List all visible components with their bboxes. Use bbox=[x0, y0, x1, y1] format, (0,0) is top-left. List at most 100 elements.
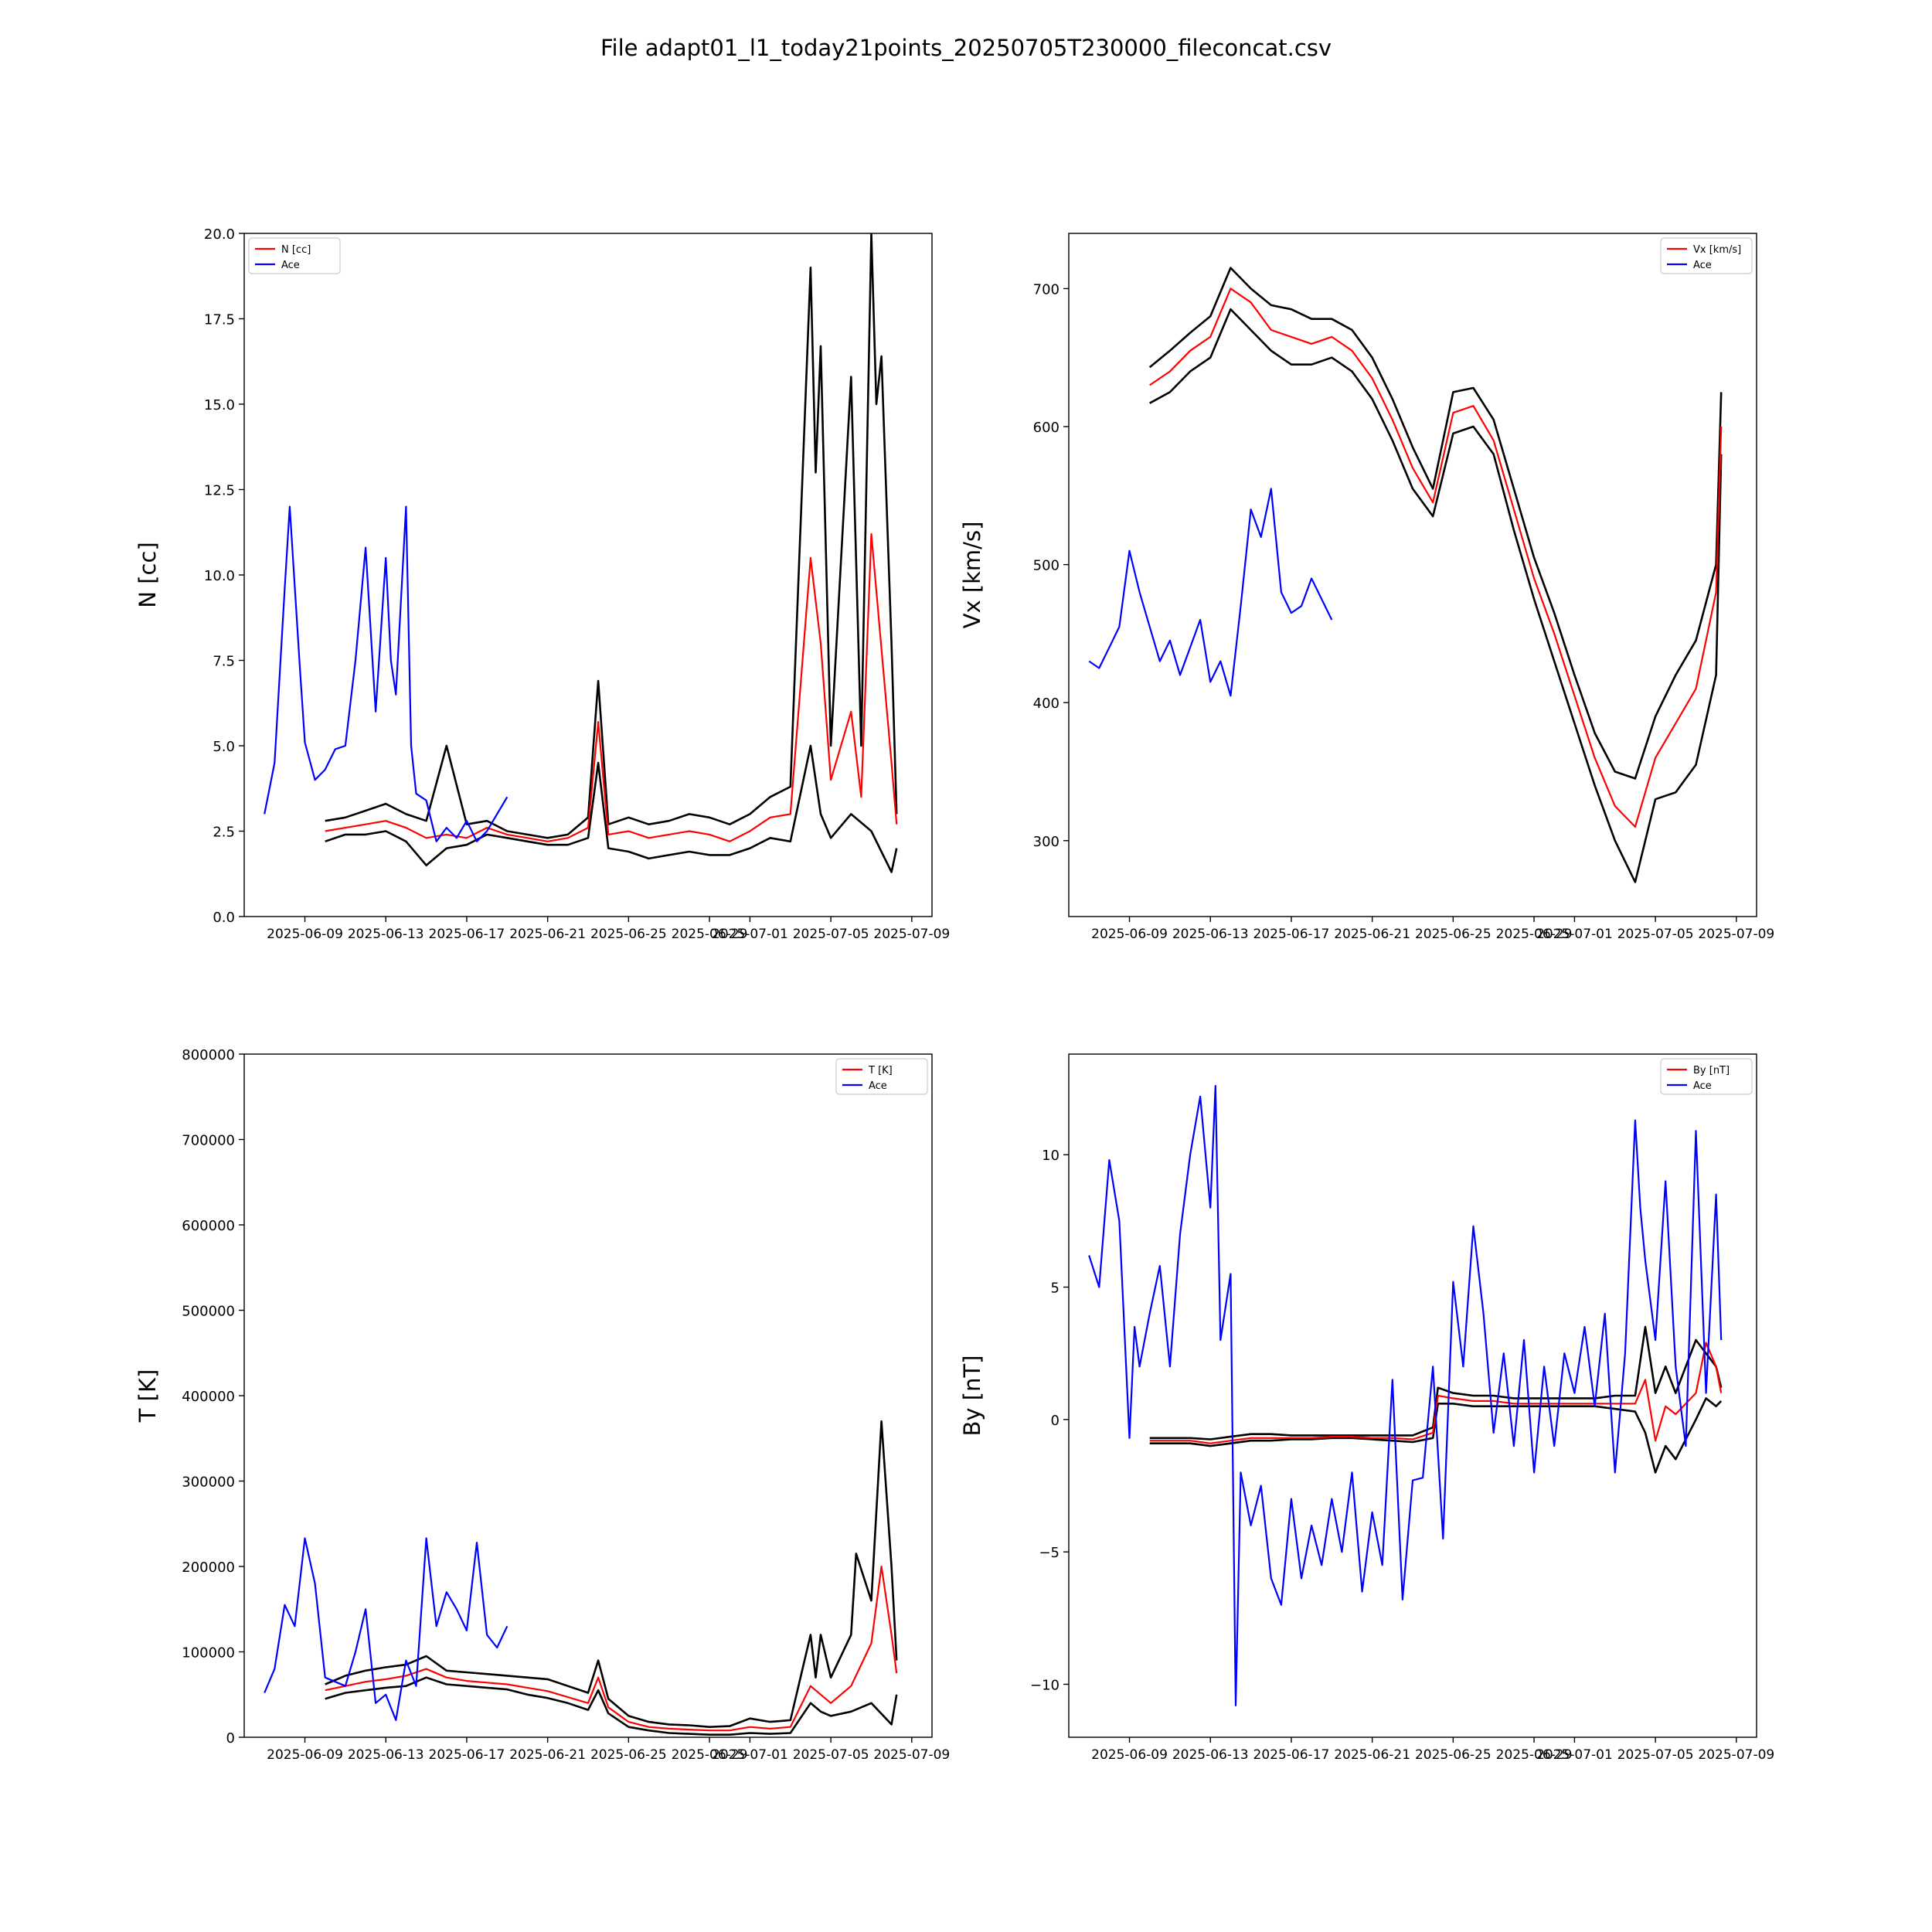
x-tick-label: 2025-07-05 bbox=[1617, 927, 1694, 942]
series-group bbox=[1088, 1084, 1723, 1706]
y-axis-label: T [K] bbox=[134, 1369, 161, 1423]
x-tick-label: 2025-06-21 bbox=[1334, 927, 1410, 942]
x-tick-label: 2025-06-13 bbox=[348, 1747, 424, 1763]
axes-frame bbox=[1068, 233, 1757, 917]
x-tick-label: 2025-07-05 bbox=[793, 927, 869, 942]
legend-entry: Ace bbox=[869, 1080, 887, 1092]
y-tick-label: 700000 bbox=[182, 1133, 235, 1149]
by-lower-line bbox=[1149, 1397, 1723, 1474]
series-group bbox=[264, 233, 898, 873]
legend: Vx [km/s] Ace bbox=[1660, 237, 1753, 274]
x-tick-label: 2025-06-17 bbox=[429, 1747, 505, 1763]
legend-entry: By [nT] bbox=[1693, 1065, 1730, 1077]
legend-entry: N [cc] bbox=[281, 244, 311, 256]
y-axis-label: Vx [km/s] bbox=[959, 522, 985, 629]
series-group bbox=[264, 1420, 898, 1736]
x-tick-label: 2025-06-09 bbox=[1091, 1747, 1168, 1763]
x-tick-label: 2025-06-29 bbox=[672, 927, 748, 942]
y-tick-label: 20.0 bbox=[204, 226, 235, 243]
y-tick-label: 600 bbox=[1033, 420, 1060, 436]
temperature-model-line bbox=[325, 1565, 898, 1732]
x-tick-label: 2025-06-25 bbox=[1415, 927, 1492, 942]
x-tick-label: 2025-07-09 bbox=[1698, 927, 1774, 942]
y-tick-label: 300 bbox=[1033, 834, 1060, 850]
temperature-upper-line bbox=[325, 1420, 898, 1728]
by-model-line bbox=[1149, 1342, 1723, 1444]
x-tick-label: 2025-06-25 bbox=[590, 927, 667, 942]
density-ace-line bbox=[264, 505, 509, 842]
y-tick-label: 12.5 bbox=[204, 483, 235, 499]
x-tick-label: 2025-06-21 bbox=[1334, 1747, 1410, 1763]
legend: T [K] Ace bbox=[835, 1058, 928, 1095]
y-tick-label: 15.0 bbox=[204, 397, 235, 413]
x-tick-label: 2025-06-09 bbox=[267, 927, 343, 942]
x-tick-label: 2025-06-25 bbox=[590, 1747, 667, 1763]
axes-frame bbox=[1068, 1053, 1757, 1738]
axes-frame bbox=[243, 1053, 933, 1738]
y-tick-label: 2.5 bbox=[213, 825, 235, 841]
density-upper-line bbox=[325, 233, 898, 839]
y-tick-label: 700 bbox=[1033, 281, 1060, 298]
x-tick-label: 2025-07-01 bbox=[1536, 1747, 1613, 1763]
y-tick-label: 17.5 bbox=[204, 312, 235, 328]
y-tick-label: 10 bbox=[1042, 1148, 1060, 1164]
by-ace-line bbox=[1088, 1084, 1723, 1706]
x-tick-label: 2025-06-25 bbox=[1415, 1747, 1492, 1763]
legend: N [cc] Ace bbox=[248, 237, 341, 274]
x-tick-label: 2025-06-17 bbox=[429, 927, 505, 942]
y-tick-label: 0.0 bbox=[213, 910, 235, 926]
subplot-temperature: 0 100000 200000 300000 400000 500000 600000 700… bbox=[134, 1047, 950, 1763]
y-tick-label: −10 bbox=[1030, 1677, 1060, 1693]
temperature-ace-line bbox=[264, 1537, 509, 1721]
y-tick-label: 5 bbox=[1051, 1281, 1060, 1297]
legend: By [nT] Ace bbox=[1660, 1058, 1753, 1095]
x-tick-label: 2025-06-13 bbox=[1172, 1747, 1249, 1763]
x-tick-label: 2025-07-01 bbox=[712, 927, 788, 942]
x-tick-label: 2025-06-17 bbox=[1253, 1747, 1330, 1763]
x-tick-label: 2025-06-17 bbox=[1253, 927, 1330, 942]
x-tick-label: 2025-07-01 bbox=[1536, 927, 1613, 942]
x-tick-label: 2025-07-05 bbox=[1617, 1747, 1694, 1763]
temperature-lower-line bbox=[325, 1676, 898, 1736]
subplot-density: 0.0 2.5 5.0 7.5 10.0 12.5 15.0 17.5 20.0 2025-06-… bbox=[134, 226, 950, 942]
density-model-line bbox=[325, 532, 898, 842]
x-tick-label: 2025-06-29 bbox=[1496, 1747, 1573, 1763]
legend-entry: Ace bbox=[281, 260, 300, 271]
velocity-lower-line bbox=[1149, 308, 1723, 883]
legend-entry: T [K] bbox=[868, 1065, 893, 1077]
y-axis-label: By [nT] bbox=[959, 1355, 985, 1437]
legend-entry: Ace bbox=[1693, 1080, 1712, 1092]
y-tick-label: 600000 bbox=[182, 1218, 235, 1234]
x-tick-label: 2025-06-09 bbox=[1091, 927, 1168, 942]
velocity-ace-line bbox=[1088, 488, 1333, 697]
x-tick-label: 2025-07-05 bbox=[793, 1747, 869, 1763]
x-tick-label: 2025-06-13 bbox=[348, 927, 424, 942]
legend-entry: Ace bbox=[1693, 260, 1712, 271]
y-tick-label: 500000 bbox=[182, 1304, 235, 1320]
y-tick-label: 300000 bbox=[182, 1475, 235, 1491]
x-tick-label: 2025-06-13 bbox=[1172, 927, 1249, 942]
y-tick-label: 10.0 bbox=[204, 568, 235, 584]
x-tick-label: 2025-06-29 bbox=[672, 1747, 748, 1763]
y-tick-label: 200000 bbox=[182, 1560, 235, 1576]
y-axis-label: N [cc] bbox=[134, 542, 161, 607]
x-tick-label: 2025-06-09 bbox=[267, 1747, 343, 1763]
y-tick-label: 500 bbox=[1033, 558, 1060, 574]
density-lower-line bbox=[325, 744, 898, 873]
y-tick-label: 7.5 bbox=[213, 654, 235, 670]
x-tick-label: 2025-06-21 bbox=[509, 1747, 586, 1763]
x-tick-label: 2025-07-09 bbox=[1698, 1747, 1774, 1763]
y-tick-label: −5 bbox=[1039, 1545, 1060, 1561]
y-tick-label: 400 bbox=[1033, 696, 1060, 712]
legend-entry: Vx [km/s] bbox=[1693, 244, 1741, 256]
y-tick-label: 0 bbox=[226, 1730, 235, 1747]
x-tick-label: 2025-07-09 bbox=[873, 1747, 950, 1763]
figure-suptitle: File adapt01_l1_today21points_20250705T2… bbox=[600, 35, 1332, 61]
x-tick-label: 2025-07-01 bbox=[712, 1747, 788, 1763]
series-group bbox=[1088, 267, 1723, 883]
y-tick-label: 5.0 bbox=[213, 739, 235, 755]
subplot-grid: 0.0 2.5 5.0 7.5 10.0 12.5 15.0 17.5 20.0 2025-06-… bbox=[134, 226, 1774, 1763]
y-tick-label: 100000 bbox=[182, 1645, 235, 1662]
